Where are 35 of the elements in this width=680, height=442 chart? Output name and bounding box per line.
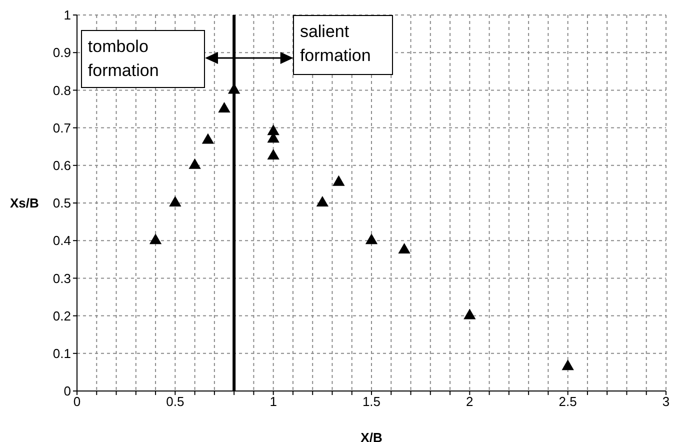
y-tick-label: 0 xyxy=(64,384,71,399)
x-tick-label: 1 xyxy=(270,394,277,410)
y-tick-label: 0.9 xyxy=(52,45,71,60)
annotation: salient formation xyxy=(292,15,393,76)
x-tick-label: 0 xyxy=(73,394,81,410)
point xyxy=(332,175,345,186)
y-tick-label: 0.3 xyxy=(52,270,71,286)
x-axis-title: X/B xyxy=(360,430,382,442)
y-tick-label: 0.6 xyxy=(52,158,71,174)
y-tick-label: 0.2 xyxy=(52,308,71,324)
point xyxy=(316,196,328,207)
point xyxy=(188,158,201,169)
point xyxy=(218,102,230,113)
point xyxy=(267,124,280,136)
y-tick-label: 0.5 xyxy=(52,196,71,211)
point xyxy=(562,360,574,370)
y-tick-label: 1 xyxy=(64,8,71,23)
x-tick-label: 0.5 xyxy=(166,394,184,410)
point xyxy=(365,234,378,244)
y-tick-label: 0.4 xyxy=(52,233,71,248)
annotation: tombolo formation xyxy=(80,30,205,88)
x-tick-label: 1.5 xyxy=(362,394,381,410)
point xyxy=(149,234,162,244)
y-axis-title: Xs/B xyxy=(10,196,39,211)
x-tick-label: 2 xyxy=(466,394,474,410)
x-tick-label: 2.5 xyxy=(558,394,577,410)
point xyxy=(169,196,182,207)
y-tick-label: 0.1 xyxy=(52,346,71,362)
point xyxy=(202,133,214,144)
point xyxy=(267,148,280,160)
x-tick-label: 3 xyxy=(662,394,670,410)
y-tick-label: 0.7 xyxy=(52,120,71,136)
point xyxy=(464,308,476,320)
y-tick-label: 0.8 xyxy=(52,82,71,98)
point xyxy=(398,242,410,254)
